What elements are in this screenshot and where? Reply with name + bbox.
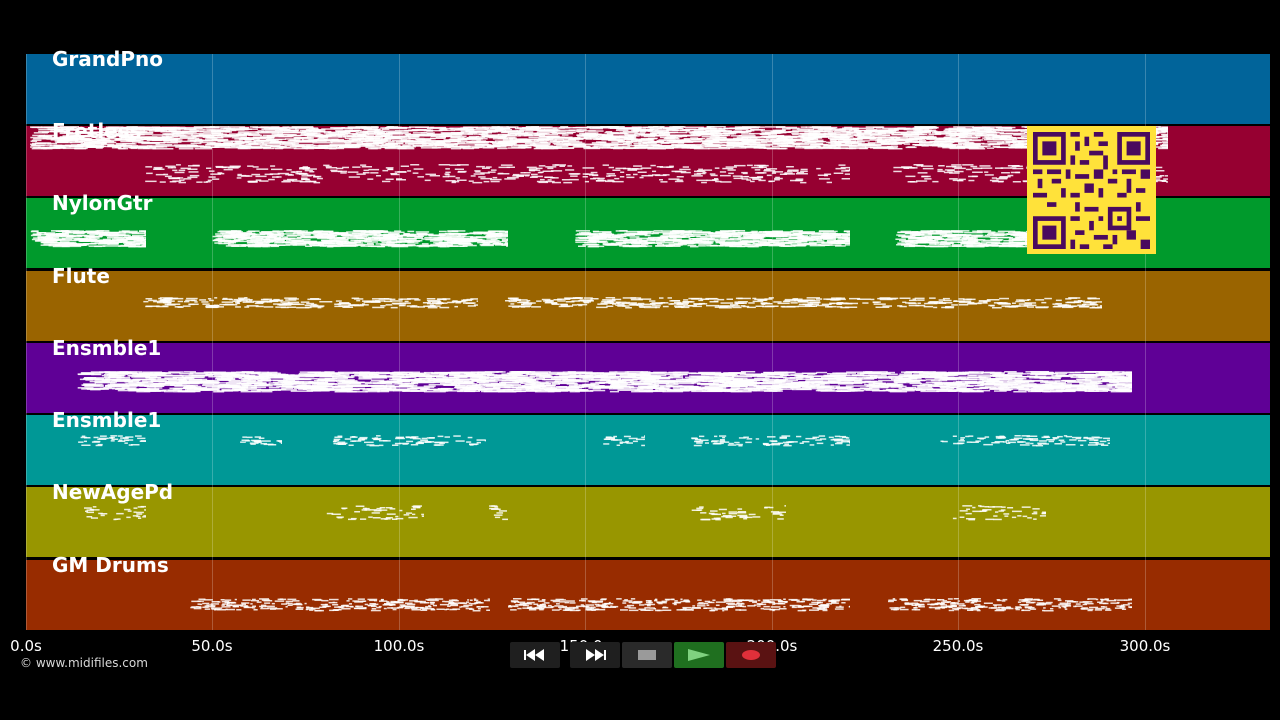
track-label: Ensmble1 xyxy=(52,408,162,432)
track-label: NewAgePd xyxy=(52,480,174,504)
track-label: Fretless xyxy=(52,119,142,143)
time-gridline xyxy=(772,54,773,630)
time-gridline xyxy=(399,54,400,630)
track-label: NylonGtr xyxy=(52,191,153,215)
track-label: GM Drums xyxy=(52,553,169,577)
time-gridline xyxy=(26,54,27,630)
time-gridline xyxy=(585,54,586,630)
track-label: GrandPno xyxy=(52,47,163,71)
time-gridline xyxy=(212,54,213,630)
time-gridline xyxy=(958,54,959,630)
track-label: Flute xyxy=(52,264,110,288)
track-label: Ensmble1 xyxy=(52,336,162,360)
